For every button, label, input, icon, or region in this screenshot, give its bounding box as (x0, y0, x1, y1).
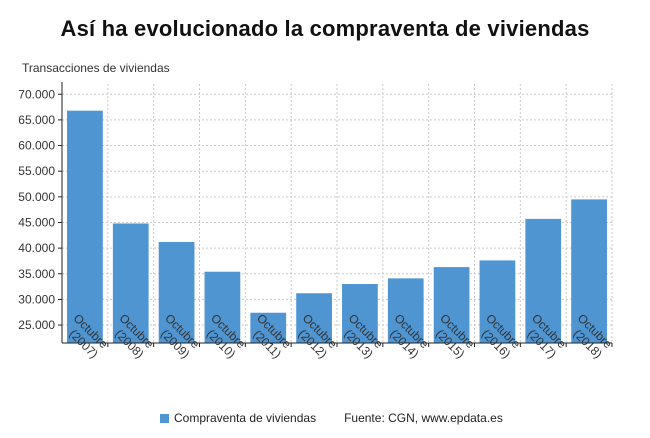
y-tick-label: 60.000 (18, 139, 55, 153)
bar (112, 223, 149, 343)
y-tick-label: 25.000 (18, 318, 55, 332)
legend-series-label: Compraventa de viviendas (174, 411, 317, 425)
bar (571, 199, 607, 343)
bar (250, 312, 287, 343)
y-tick-label: 40.000 (18, 241, 55, 255)
bar (525, 218, 562, 343)
bar (387, 278, 424, 343)
y-tick-label: 65.000 (18, 113, 55, 127)
bar (433, 267, 470, 343)
bar (479, 260, 516, 343)
chart-title: Así ha evolucionado la compraventa de vi… (60, 16, 590, 41)
source-note: Fuente: CGN, www.epdata.es (344, 411, 503, 425)
y-tick-label: 70.000 (18, 87, 55, 101)
y-axis-label: Transacciones de viviendas (22, 61, 170, 75)
y-tick-label: 30.000 (18, 292, 55, 306)
bar (296, 293, 332, 343)
legend-swatch (160, 413, 169, 423)
bar (67, 110, 103, 343)
legend: Compraventa de viviendas Fuente: CGN, ww… (160, 411, 503, 425)
y-tick-label: 50.000 (18, 190, 55, 204)
y-tick-label: 55.000 (18, 164, 55, 178)
y-tick-label: 45.000 (18, 215, 55, 229)
y-tick-label: 35.000 (18, 267, 55, 281)
bar (158, 241, 195, 343)
bar (342, 284, 378, 343)
bar (204, 271, 241, 343)
